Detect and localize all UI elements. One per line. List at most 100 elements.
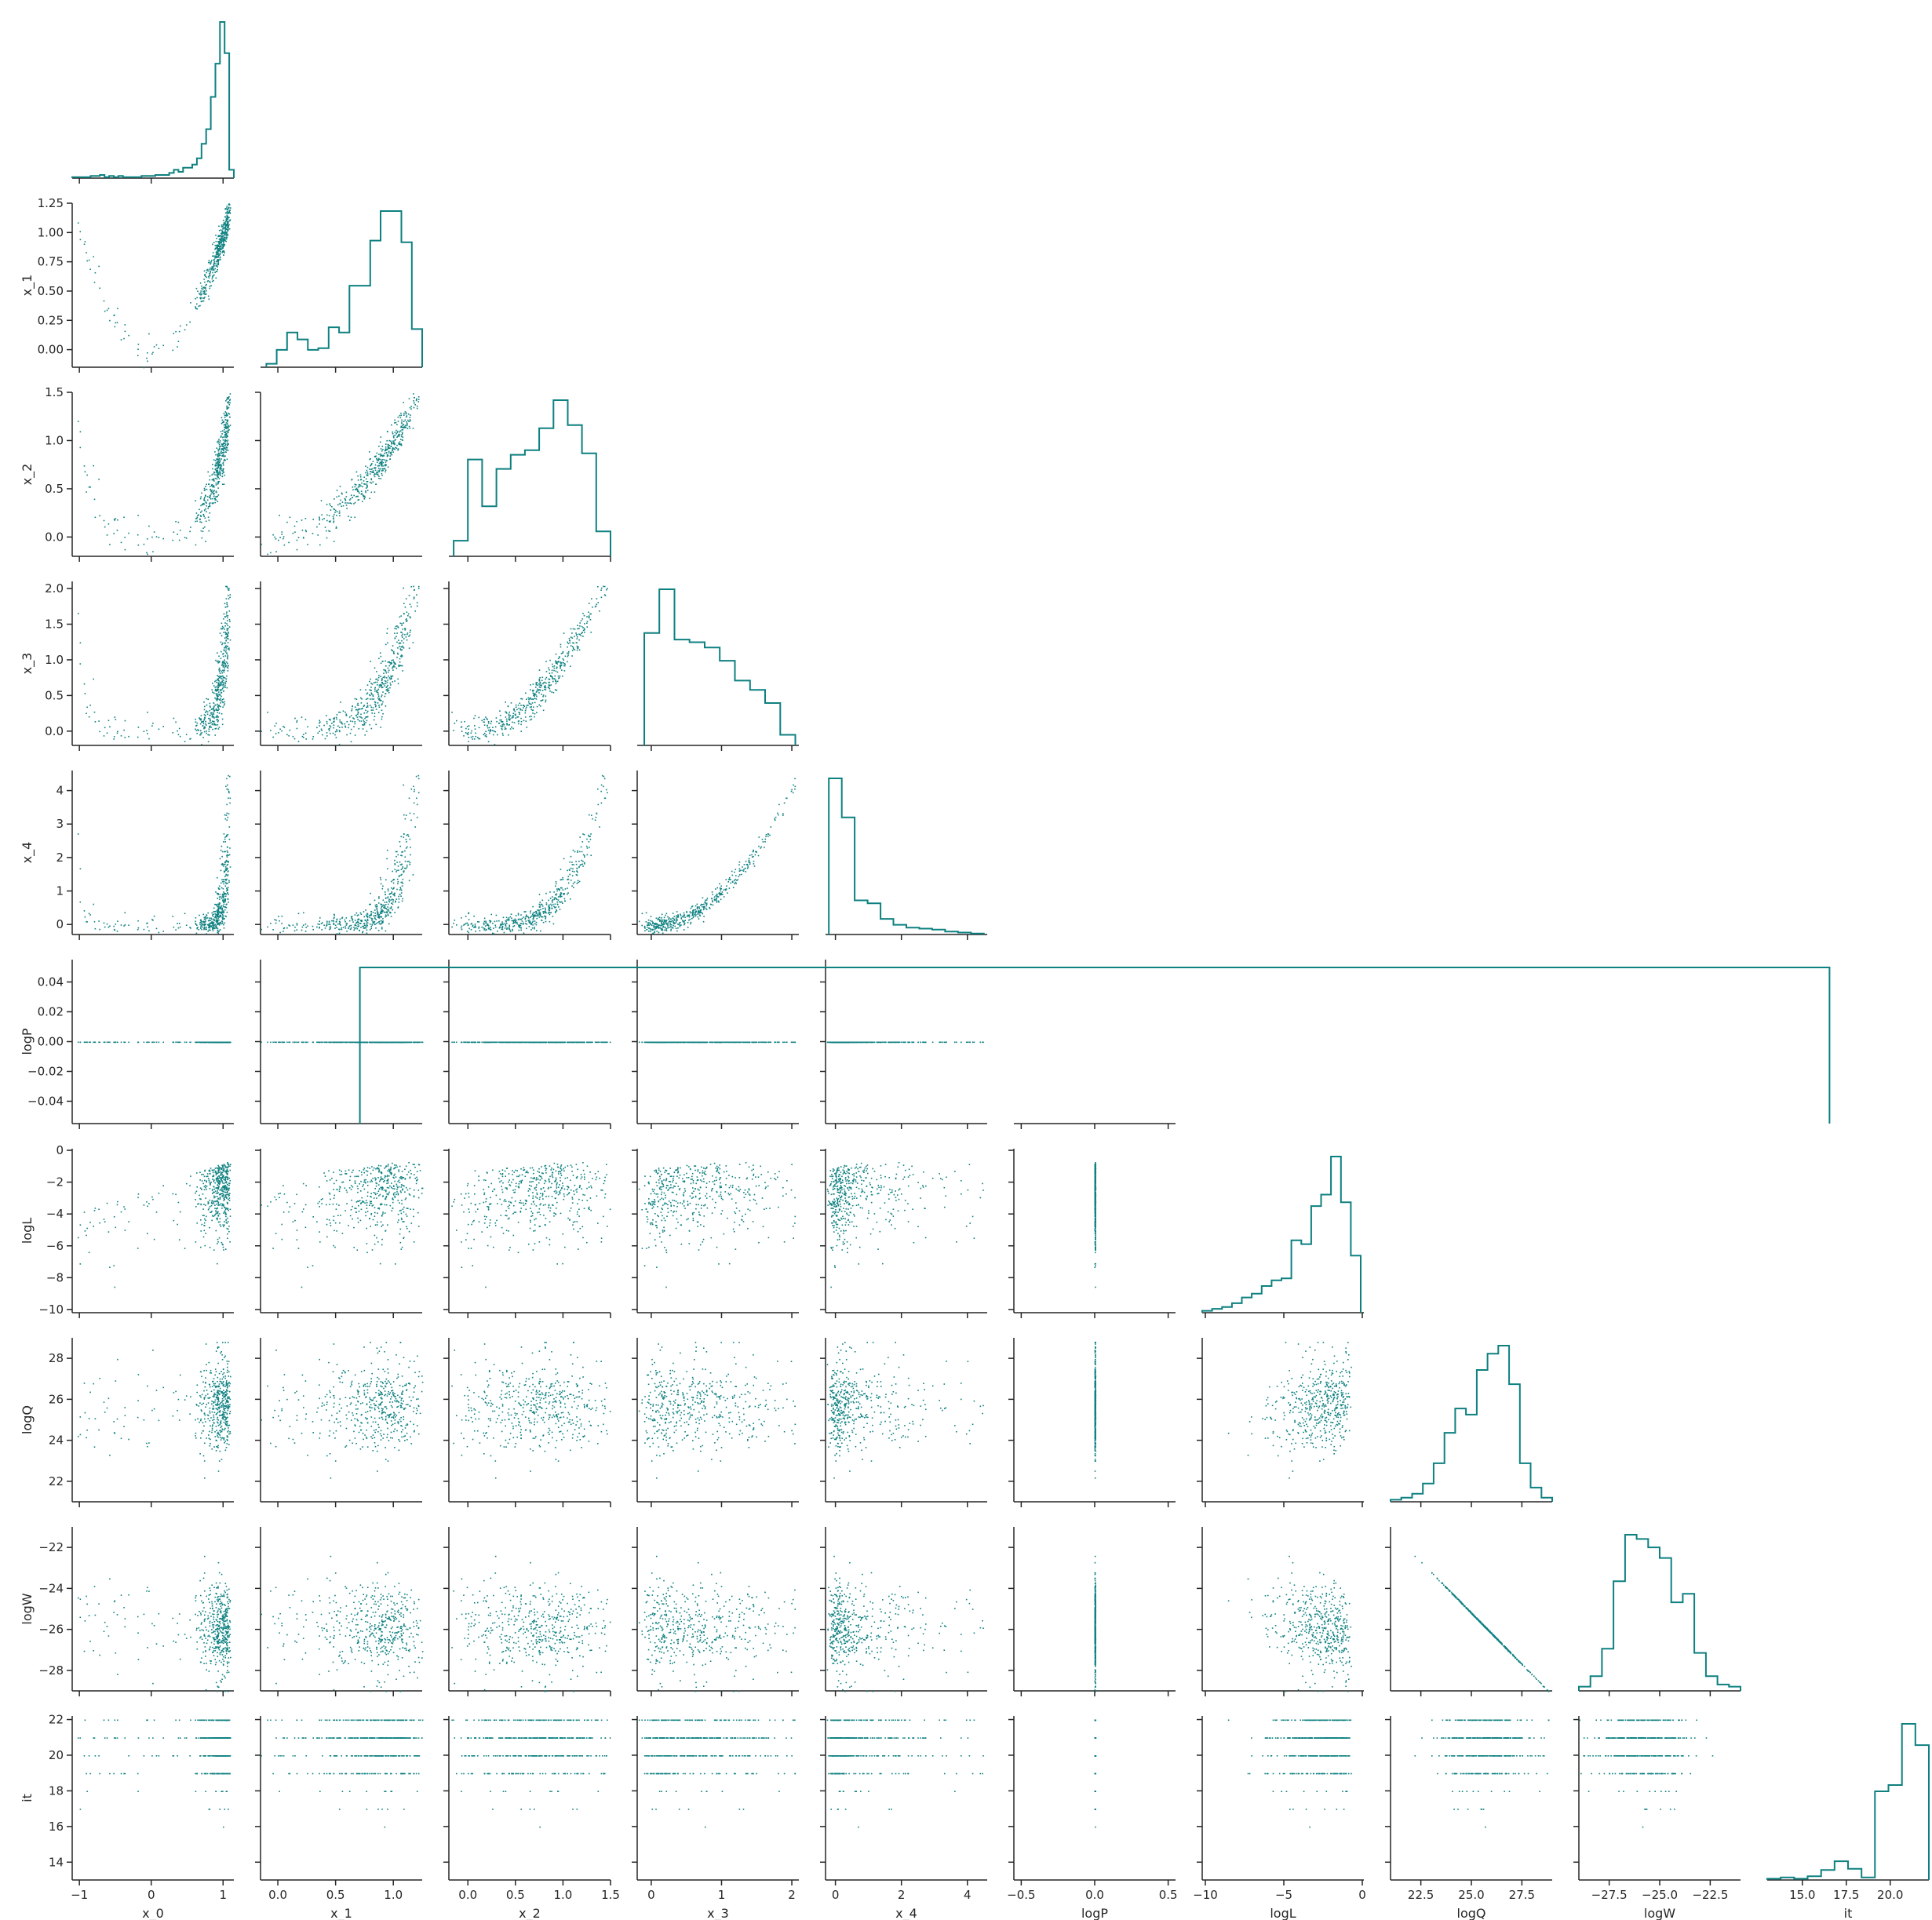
scatter-point (571, 632, 573, 634)
scatter-point (543, 913, 545, 914)
scatter-point (405, 628, 406, 629)
scatter-point (228, 439, 229, 441)
scatter-point (778, 804, 780, 806)
scatter-point (564, 898, 566, 900)
scatter-point (226, 229, 228, 231)
scatter-point (540, 700, 541, 701)
scatter-point (223, 242, 224, 243)
scatter-point (553, 924, 555, 925)
scatter-point (221, 446, 222, 447)
scatter-point (220, 672, 221, 674)
scatter-point (395, 664, 396, 665)
scatter-point (228, 450, 229, 451)
scatter-point (208, 506, 210, 508)
scatter-point (498, 723, 500, 724)
scatter-point (117, 308, 118, 310)
scatter-point (691, 915, 693, 916)
scatter-point (84, 910, 86, 912)
scatter-point (410, 854, 411, 856)
scatter-point (229, 621, 231, 622)
scatter-point (510, 931, 512, 933)
scatter-point (381, 450, 383, 452)
scatter-point (414, 610, 416, 612)
scatter-point (509, 920, 510, 921)
scatter-point (538, 913, 539, 915)
scatter-point (390, 899, 392, 901)
scatter-point (490, 929, 491, 931)
scatter-point (144, 544, 145, 545)
scatter-point (367, 711, 369, 712)
scatter-point (546, 902, 548, 904)
scatter-point (577, 872, 578, 873)
scatter-point (390, 455, 392, 457)
scatter-point (577, 851, 578, 853)
scatter-point (401, 420, 403, 421)
scatter-point (217, 253, 218, 255)
scatter-point (216, 680, 217, 682)
scatter-point (305, 738, 307, 740)
scatter-point (224, 665, 225, 666)
scatter-point (391, 887, 392, 889)
scatter-point (137, 515, 139, 516)
scatter-point (200, 298, 202, 300)
scatter-point (719, 883, 720, 885)
scatter-point (406, 417, 407, 418)
scatter-point (197, 308, 199, 310)
scatter-point (186, 1042, 188, 1044)
scatter-point (104, 526, 106, 528)
scatter-point (115, 719, 117, 720)
scatter-point (200, 292, 202, 293)
scatter-point (712, 898, 713, 900)
scatter-point (225, 400, 227, 402)
scatter-point (361, 483, 363, 484)
scatter-point (216, 245, 217, 246)
scatter-point (400, 665, 402, 667)
scatter-point (218, 707, 220, 709)
scatter-point (221, 883, 222, 884)
scatter-point (401, 874, 403, 876)
scatter-point (555, 904, 556, 905)
scatter-point (352, 709, 353, 710)
scatter-point (365, 490, 366, 492)
scatter-point (224, 417, 226, 418)
scatter-point (369, 681, 370, 683)
scatter-point (468, 928, 470, 930)
scatter-point (226, 209, 228, 210)
scatter-point (336, 927, 337, 928)
scatter-point (202, 737, 204, 738)
scatter-point (478, 738, 479, 740)
scatter-point (221, 226, 223, 228)
scatter-point (226, 681, 228, 683)
scatter-point (305, 927, 307, 928)
scatter-point (683, 913, 685, 914)
scatter-point (365, 925, 366, 927)
scatter-point (218, 728, 220, 730)
scatter-point (222, 915, 224, 916)
scatter-point (366, 924, 367, 925)
scatter-point (339, 727, 341, 728)
scatter-point (554, 665, 556, 667)
scatter-point (526, 698, 527, 700)
scatter-point (676, 920, 678, 921)
scatter-point (226, 883, 228, 885)
scatter-point (226, 676, 228, 677)
scatter-point (520, 919, 522, 920)
scatter-point (346, 715, 348, 716)
scatter-point (334, 512, 336, 513)
scatter-point (516, 924, 518, 925)
scatter-point (578, 861, 580, 862)
scatter-point (312, 736, 314, 738)
scatter-point (294, 738, 296, 740)
scatter-point (349, 920, 351, 922)
scatter-point (216, 265, 217, 267)
scatter-point (230, 866, 231, 868)
scatter-point (408, 636, 410, 637)
scatter-point (225, 866, 227, 868)
scatter-point (220, 259, 221, 260)
scatter-point (205, 287, 206, 289)
scatter-point (340, 919, 341, 920)
scatter-point (333, 924, 334, 925)
scatter-point (391, 676, 392, 678)
scatter-point (391, 906, 392, 908)
scatter-point (343, 927, 344, 928)
